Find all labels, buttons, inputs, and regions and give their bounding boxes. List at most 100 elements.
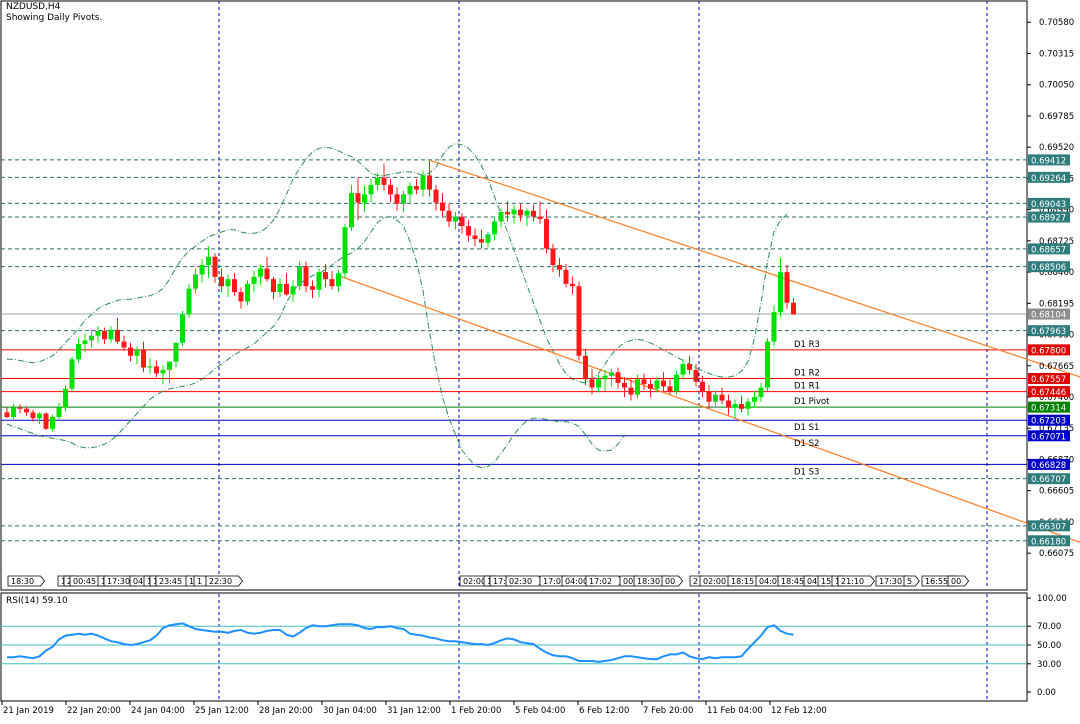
candle-body	[434, 190, 439, 203]
level-tag-label: 0.69264	[1031, 174, 1066, 184]
level-tag: 0.69043	[1028, 198, 1070, 210]
pivot-label: D1 R3	[794, 340, 820, 350]
candle-body	[239, 292, 244, 301]
level-tag-label: 0.67800	[1031, 346, 1066, 356]
price-tick-label: 0.68195	[1039, 299, 1074, 309]
candle-body	[479, 239, 484, 243]
candle-body	[284, 284, 289, 295]
candle-body	[89, 336, 94, 341]
candle-body	[720, 395, 725, 401]
pivot-label: D1 S3	[794, 467, 819, 477]
candle-body	[375, 178, 380, 185]
level-tag: 0.68927	[1028, 212, 1070, 224]
candle-body	[382, 178, 387, 185]
candle-body	[109, 330, 114, 339]
candle-body	[648, 384, 653, 389]
time-tick-label: 25 Jan 12:00	[195, 706, 249, 716]
session-label: 18:30	[8, 576, 45, 586]
session-label-text: 16:55	[925, 577, 948, 586]
session-label-text: 18:30	[11, 577, 34, 586]
candle-body	[421, 175, 426, 189]
candle-body	[687, 364, 692, 370]
candle-body	[271, 279, 276, 292]
candle-body	[291, 286, 296, 294]
candle-body	[739, 404, 744, 409]
price-tick-label: 0.70580	[1039, 18, 1074, 28]
candle-body	[180, 315, 185, 343]
candle-body	[746, 402, 751, 409]
candle-body	[304, 266, 309, 286]
candle	[70, 357, 75, 392]
session-label-text: 17:0	[543, 577, 561, 586]
session-label-text: 02:00	[703, 577, 726, 586]
candle-body	[161, 370, 166, 374]
candle-body	[752, 397, 757, 402]
session-label-text: 18:45	[781, 577, 804, 586]
candle-body	[219, 277, 224, 286]
level-tag: 0.67800	[1028, 344, 1070, 356]
session-label-text: 23:45	[159, 577, 182, 586]
candle	[343, 224, 348, 278]
session-label: 21:10	[838, 576, 875, 586]
rsi-title: RSI(14) 59.10	[6, 596, 68, 607]
session-label: 00	[948, 576, 969, 586]
session-label-text: 22:30	[209, 577, 232, 586]
session-label-text: 2	[693, 577, 698, 586]
time-tick-label: 30 Jan 04:00	[323, 706, 377, 716]
session-label-text: 02:30	[509, 577, 532, 586]
candle-body	[148, 366, 153, 367]
candle	[180, 311, 185, 346]
session-label-text: 00	[623, 577, 633, 586]
candle-body	[694, 370, 699, 382]
rsi-tick-label: 70.00	[1037, 622, 1061, 632]
candle-body	[115, 330, 120, 342]
candle-body	[512, 210, 517, 215]
candle	[577, 282, 582, 361]
candle-body	[577, 286, 582, 356]
session-label-text: 18:30	[637, 577, 660, 586]
candle-body	[310, 286, 315, 290]
level-tag: 0.67963	[1028, 325, 1070, 337]
session-label-text: 1	[189, 577, 194, 586]
session-label: 02:30	[506, 576, 543, 586]
level-tag-label: 0.68927	[1031, 214, 1066, 224]
candle-body	[349, 193, 354, 227]
session-label: 5	[904, 576, 919, 586]
level-tag: 0.68506	[1028, 261, 1070, 273]
session-label-text: 17:30	[879, 577, 902, 586]
session-label: 00	[662, 576, 683, 586]
level-tag: 0.67314	[1028, 402, 1070, 414]
candle-body	[726, 401, 731, 408]
price-tick-label: 0.70315	[1039, 49, 1074, 59]
candle-body	[297, 266, 302, 286]
candle-body	[655, 381, 660, 389]
candle-body	[57, 408, 62, 417]
level-tag-label: 0.66180	[1031, 537, 1066, 547]
candle-body	[206, 257, 211, 265]
level-tag: 0.67071	[1028, 430, 1070, 442]
level-tag: 0.68657	[1028, 243, 1070, 255]
session-label-text: 17:02	[589, 577, 612, 586]
candle-body	[661, 381, 666, 387]
level-tag: 0.68104	[1028, 309, 1070, 321]
level-tag: 0.66307	[1028, 520, 1070, 532]
candle-body	[336, 273, 341, 286]
pivot-label: D1 Pivot	[794, 397, 830, 407]
session-label-text: 5	[907, 577, 912, 586]
session-label-text: 17:30	[107, 577, 130, 586]
rsi-tick-label: 0.00	[1037, 688, 1056, 698]
candle-body	[668, 386, 673, 391]
candle-body	[785, 272, 790, 303]
candle-body	[83, 340, 88, 344]
candle-body	[557, 265, 562, 270]
price-tick-label: 0.70050	[1039, 81, 1074, 91]
candle-body	[24, 409, 29, 413]
price-tick-label: 0.67665	[1039, 362, 1074, 372]
candle-body	[265, 269, 270, 280]
candle-body	[544, 219, 549, 248]
candle-body	[681, 364, 686, 375]
level-tag: 0.66828	[1028, 459, 1070, 471]
level-tag-label: 0.67071	[1031, 432, 1066, 442]
